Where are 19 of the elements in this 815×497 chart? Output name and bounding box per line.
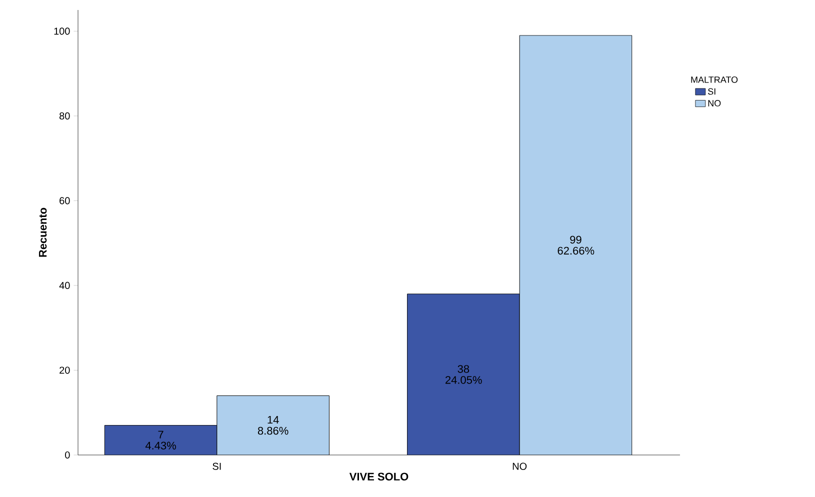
bar (104, 425, 217, 455)
data-label: 14 8.86% (258, 416, 288, 435)
bar (519, 35, 632, 455)
data-label: 99 62.66% (558, 236, 594, 255)
y-tick-label: 20 (60, 366, 70, 374)
legend-label: SI (708, 88, 716, 95)
y-tick-label: 0 (65, 451, 70, 459)
y-tick-label: 40 (59, 282, 70, 289)
legend-title: MALTRATO (691, 76, 738, 83)
x-axis-title: VIVE SOLO (349, 472, 408, 481)
bar (407, 294, 520, 455)
data-label: 7 4.43% (145, 430, 176, 450)
y-tick-label: 100 (54, 28, 70, 35)
y-tick-label: 60 (60, 197, 70, 204)
bar (216, 396, 330, 455)
legend-label: NO (708, 100, 721, 106)
data-label: 38 24.05% (446, 365, 482, 384)
y-axis-title: Recuento (38, 208, 47, 257)
y-tick-label: 80 (60, 112, 70, 120)
